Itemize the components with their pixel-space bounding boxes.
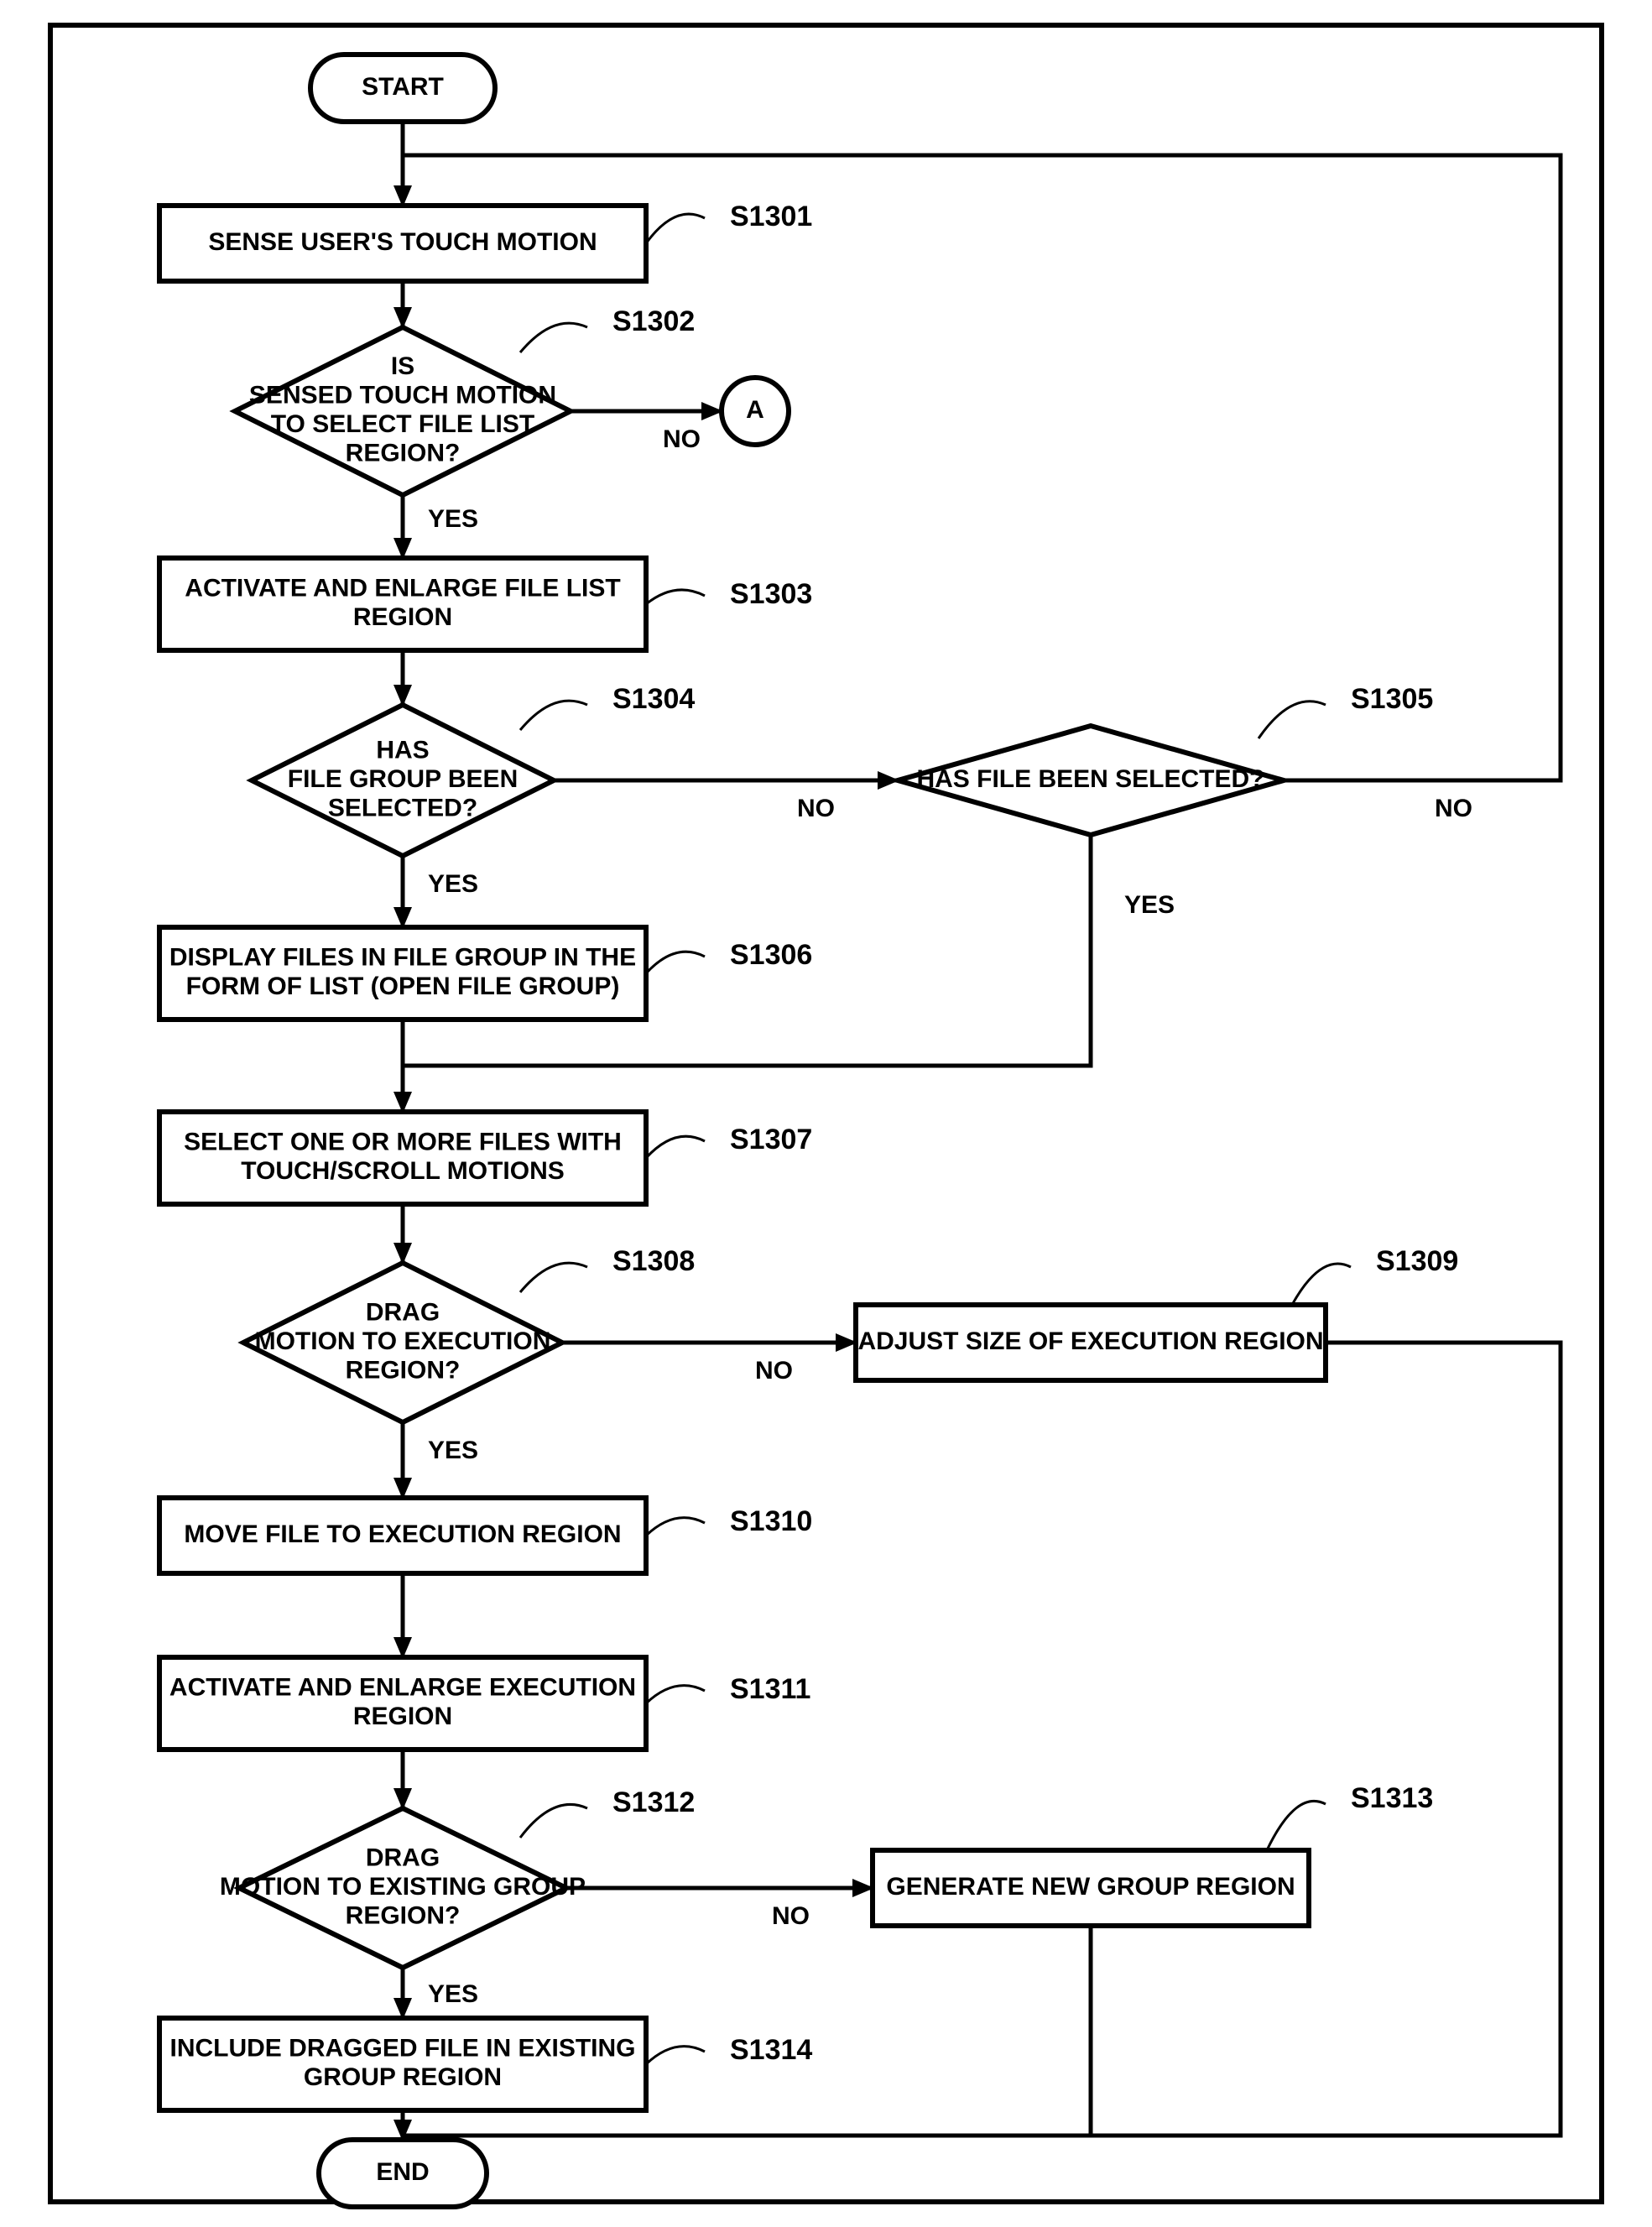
step-label-s1313: S1313 — [1351, 1782, 1433, 1814]
branch-label-s1302-no: NO — [663, 425, 701, 453]
node-s1313-text-0: GENERATE NEW GROUP REGION — [886, 1873, 1295, 1901]
node-s1307-text-1: TOUCH/SCROLL MOTIONS — [241, 1157, 565, 1185]
node-s1306: DISPLAY FILES IN FILE GROUP IN THEFORM O… — [159, 927, 812, 1020]
node-s1306-text-1: FORM OF LIST (OPEN FILE GROUP) — [186, 973, 620, 1000]
step-label-s1301: S1301 — [730, 201, 812, 232]
node-s1304-text-1: FILE GROUP BEEN — [288, 765, 518, 793]
branch-label-s1308-yes: YES — [428, 1437, 478, 1464]
step-label-s1306: S1306 — [730, 939, 812, 971]
leader-s1307 — [646, 1136, 705, 1158]
branch-label-s1302-yes: YES — [428, 505, 478, 533]
node-a: A — [722, 378, 789, 445]
leader-s1310 — [646, 1518, 705, 1536]
node-s1303: ACTIVATE AND ENLARGE FILE LISTREGION S130… — [159, 558, 812, 650]
step-label-s1307: S1307 — [730, 1124, 812, 1155]
node-s1313: GENERATE NEW GROUP REGION S1313 — [873, 1782, 1433, 1926]
branch-label-s1304-yes: YES — [428, 870, 478, 898]
node-s1308-text-2: REGION? — [346, 1356, 461, 1384]
node-s1308: DRAGMOTION TO EXECUTIONREGION? S1308 — [243, 1245, 695, 1422]
node-s1302-text-1: SENSED TOUCH MOTION — [249, 382, 556, 409]
node-start: START — [310, 55, 495, 122]
branch-label-s1312-no: NO — [772, 1902, 810, 1930]
node-a-text-0: A — [746, 396, 764, 424]
branch-label-s1312-yes: YES — [428, 1980, 478, 2008]
leader-s1303 — [646, 590, 705, 604]
node-s1304: HASFILE GROUP BEENSELECTED? S1304 — [252, 683, 695, 856]
node-s1310: MOVE FILE TO EXECUTION REGION S1310 — [159, 1498, 812, 1573]
branch-label-s1304-no: NO — [797, 795, 835, 822]
node-s1311-text-1: REGION — [353, 1703, 452, 1730]
step-label-s1304: S1304 — [612, 683, 695, 715]
step-label-s1311: S1311 — [730, 1673, 810, 1705]
node-s1314-text-0: INCLUDE DRAGGED FILE IN EXISTING — [169, 2035, 635, 2063]
step-label-s1303: S1303 — [730, 578, 812, 610]
node-s1308-text-0: DRAG — [366, 1298, 440, 1326]
node-s1307-text-0: SELECT ONE OR MORE FILES WITH — [184, 1129, 622, 1156]
flowchart: YES NO YES NO NO YES YES NO YES NO START SENSE USER… — [0, 0, 1652, 2227]
node-s1314-text-1: GROUP REGION — [304, 2063, 502, 2091]
node-s1302-text-3: REGION? — [346, 440, 461, 467]
node-start-text-0: START — [362, 73, 444, 101]
step-label-s1310: S1310 — [730, 1505, 812, 1537]
node-s1303-text-0: ACTIVATE AND ENLARGE FILE LIST — [185, 575, 620, 602]
branch-label-s1305-yes: YES — [1124, 891, 1175, 919]
node-s1302-text-0: IS — [391, 352, 414, 380]
node-s1310-text-0: MOVE FILE TO EXECUTION REGION — [184, 1520, 621, 1548]
step-label-s1312: S1312 — [612, 1786, 695, 1818]
leader-s1309 — [1292, 1264, 1351, 1305]
step-label-s1305: S1305 — [1351, 683, 1433, 715]
step-label-s1302: S1302 — [612, 305, 695, 337]
leader-s1301 — [646, 214, 705, 243]
node-s1303-text-1: REGION — [353, 603, 452, 631]
leader-s1313 — [1267, 1801, 1326, 1850]
node-s1305-text-0: HAS FILE BEEN SELECTED? — [916, 765, 1264, 793]
step-label-s1309: S1309 — [1376, 1245, 1458, 1277]
leader-s1304 — [520, 701, 587, 730]
leader-s1311 — [646, 1686, 705, 1703]
node-s1309: ADJUST SIZE OF EXECUTION REGION S1309 — [856, 1245, 1458, 1380]
node-s1312-text-1: MOTION TO EXISTING GROUP — [220, 1873, 586, 1901]
node-s1312-text-2: REGION? — [346, 1901, 461, 1929]
node-s1304-text-2: SELECTED? — [328, 794, 477, 821]
leader-s1302 — [520, 323, 587, 352]
leader-s1306 — [646, 952, 705, 973]
node-s1301-text-0: SENSE USER'S TOUCH MOTION — [208, 228, 597, 256]
node-end: END — [319, 2140, 487, 2207]
node-end-text-0: END — [376, 2158, 429, 2186]
node-s1311-text-0: ACTIVATE AND ENLARGE EXECUTION — [169, 1674, 636, 1702]
leader-s1305 — [1259, 701, 1326, 738]
node-s1314: INCLUDE DRAGGED FILE IN EXISTINGGROUP RE… — [159, 2018, 812, 2110]
node-s1306-text-0: DISPLAY FILES IN FILE GROUP IN THE — [169, 944, 636, 972]
step-label-s1314: S1314 — [730, 2034, 812, 2066]
node-s1304-text-0: HAS — [376, 736, 429, 764]
node-s1312: DRAGMOTION TO EXISTING GROUPREGION? S1312 — [220, 1786, 695, 1968]
branch-label-s1305-no: NO — [1435, 795, 1472, 822]
node-s1302: ISSENSED TOUCH MOTIONTO SELECT FILE LIST… — [235, 305, 695, 495]
node-s1305: HAS FILE BEEN SELECTED? S1305 — [898, 683, 1433, 835]
step-label-s1308: S1308 — [612, 1245, 695, 1277]
branch-label-s1308-no: NO — [755, 1357, 793, 1385]
leader-s1312 — [520, 1804, 587, 1838]
node-s1312-text-0: DRAG — [366, 1844, 440, 1871]
leader-s1314 — [646, 2047, 705, 2064]
node-s1309-text-0: ADJUST SIZE OF EXECUTION REGION — [857, 1327, 1323, 1355]
node-s1308-text-1: MOTION TO EXECUTION — [255, 1327, 551, 1355]
node-s1307: SELECT ONE OR MORE FILES WITHTOUCH/SCROL… — [159, 1112, 812, 1204]
node-s1301: SENSE USER'S TOUCH MOTION S1301 — [159, 201, 812, 281]
leader-s1308 — [520, 1263, 587, 1292]
node-s1311: ACTIVATE AND ENLARGE EXECUTIONREGION S131… — [159, 1657, 810, 1750]
node-s1302-text-2: TO SELECT FILE LIST — [271, 410, 534, 438]
